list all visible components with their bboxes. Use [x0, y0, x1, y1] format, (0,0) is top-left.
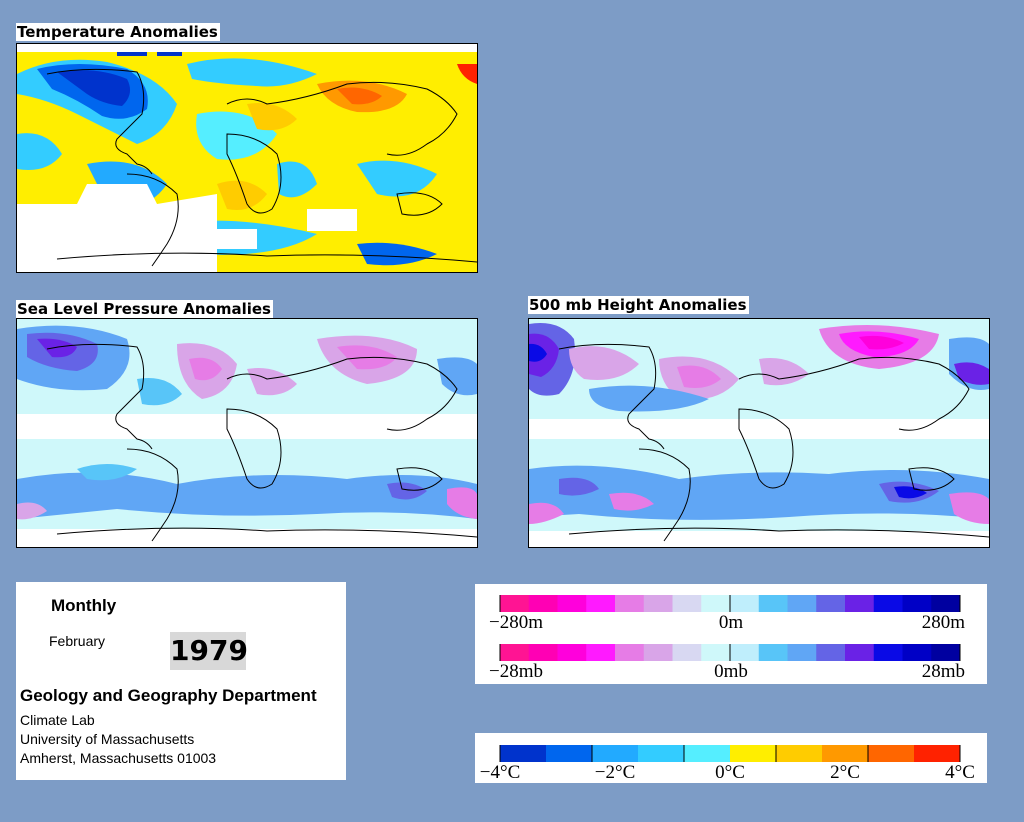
height-colorbar-swatch — [902, 595, 932, 612]
height-zero-label: 0m — [719, 612, 744, 633]
temperature-colorbar-swatch — [776, 745, 823, 762]
height-colorbar-swatch — [557, 595, 587, 612]
height-colorbar-swatch — [615, 595, 645, 612]
temperature-colorbar — [499, 745, 961, 762]
pressure-colorbar-swatch — [643, 644, 673, 661]
height-colorbar-swatch — [873, 595, 903, 612]
temp-label-plus4: 4°C — [945, 762, 975, 783]
height-map-graphic — [529, 319, 989, 547]
slp-map-title: Sea Level Pressure Anomalies — [16, 300, 273, 318]
height-min-label: −280m — [489, 612, 543, 633]
month-label: February — [49, 633, 106, 649]
info-panel: Monthly February 1979 Geology and Geogra… — [16, 582, 346, 780]
temperature-anomaly-map — [16, 43, 478, 273]
height-colorbar-swatch — [730, 595, 760, 612]
pressure-colorbar-swatch — [787, 644, 817, 661]
height-pressure-legend-panel: −280m 0m 280m −28mb 0mb 28mb — [475, 584, 987, 684]
pressure-colorbar-swatch — [931, 644, 961, 661]
temp-label-zero: 0°C — [715, 762, 745, 783]
address-line-3: Amherst, Massachusetts 01003 — [20, 750, 217, 766]
height-colorbar-swatch — [787, 595, 817, 612]
temperature-colorbar-swatch — [592, 745, 639, 762]
temperature-colorbar-swatch — [822, 745, 869, 762]
address-line-1: Climate Lab — [20, 712, 95, 728]
height-colorbar — [499, 595, 961, 612]
pressure-colorbar-swatch — [586, 644, 616, 661]
pressure-colorbar-swatch — [701, 644, 731, 661]
height-map-title: 500 mb Height Anomalies — [528, 296, 749, 314]
temp-label-plus2: 2°C — [830, 762, 860, 783]
pressure-colorbar-swatch — [528, 644, 558, 661]
temperature-colorbar-swatch — [914, 745, 961, 762]
pressure-min-label: −28mb — [489, 661, 543, 682]
height-colorbar-swatch — [931, 595, 961, 612]
temperature-legend: −4°C −2°C 0°C 2°C 4°C — [480, 745, 975, 783]
temperature-colorbar-swatch — [868, 745, 915, 762]
height-colorbar-swatch — [816, 595, 846, 612]
height-colorbar-swatch — [672, 595, 702, 612]
height-colorbar-swatch — [845, 595, 875, 612]
pressure-colorbar-swatch — [500, 644, 530, 661]
pressure-colorbar-swatch — [902, 644, 932, 661]
height-colorbar-swatch — [500, 595, 530, 612]
pressure-colorbar-swatch — [816, 644, 846, 661]
pressure-zero-label: 0mb — [714, 661, 748, 682]
height-max-label: 280m — [922, 612, 966, 633]
temp-label-minus2: −2°C — [595, 762, 636, 783]
temperature-map-graphic — [17, 44, 477, 272]
height-colorbar-swatch — [701, 595, 731, 612]
temperature-colorbar-swatch — [730, 745, 777, 762]
pressure-colorbar-swatch — [730, 644, 760, 661]
pressure-colorbar-swatch — [873, 644, 903, 661]
frequency-label: Monthly — [51, 596, 117, 615]
address-line-2: University of Massachusetts — [20, 731, 195, 747]
year-label: 1979 — [170, 632, 248, 670]
pressure-colorbar-swatch — [672, 644, 702, 661]
pressure-colorbar-swatch — [615, 644, 645, 661]
500mb-height-anomaly-map — [528, 318, 990, 548]
temperature-map-title: Temperature Anomalies — [16, 23, 220, 41]
temperature-colorbar-swatch — [638, 745, 685, 762]
pressure-colorbar-swatch — [758, 644, 788, 661]
slp-map-graphic — [17, 319, 477, 547]
height-colorbar-swatch — [528, 595, 558, 612]
temperature-legend-panel: −4°C −2°C 0°C 2°C 4°C — [475, 733, 987, 783]
height-colorbar-swatch — [586, 595, 616, 612]
pressure-colorbar — [499, 644, 961, 661]
temperature-colorbar-swatch — [546, 745, 593, 762]
temperature-colorbar-swatch — [684, 745, 731, 762]
height-pressure-legend: −280m 0m 280m −28mb 0mb 28mb — [489, 595, 966, 682]
sea-level-pressure-anomaly-map — [16, 318, 478, 548]
temperature-colorbar-swatch — [500, 745, 547, 762]
department-name: Geology and Geography Department — [20, 686, 317, 705]
pressure-colorbar-swatch — [557, 644, 587, 661]
pressure-max-label: 28mb — [922, 661, 965, 682]
pressure-colorbar-swatch — [845, 644, 875, 661]
height-colorbar-swatch — [643, 595, 673, 612]
height-colorbar-swatch — [758, 595, 788, 612]
temp-label-minus4: −4°C — [480, 762, 521, 783]
